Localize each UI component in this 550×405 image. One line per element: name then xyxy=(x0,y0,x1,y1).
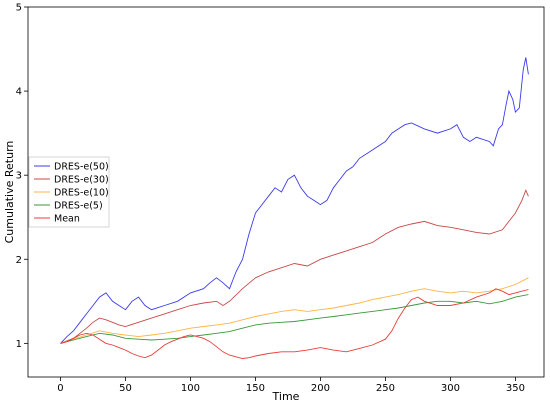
y-tick-label: 1 xyxy=(16,339,22,350)
x-tick-label: 350 xyxy=(506,383,525,394)
y-tick-label: 3 xyxy=(16,171,22,182)
y-tick-label: 5 xyxy=(16,3,22,14)
x-tick-label: 50 xyxy=(119,383,132,394)
x-axis-ticks: 0 50 100 150 200 250 300 350 xyxy=(57,377,525,394)
x-tick-label: 0 xyxy=(57,383,63,394)
y-axis-label: Cumulative Return xyxy=(3,141,16,244)
plot-area: 0 50 100 150 200 250 300 350 1 2 3 4 5 xyxy=(16,3,545,394)
x-tick-label: 200 xyxy=(311,383,330,394)
legend-label: DRES-e(10) xyxy=(54,188,109,199)
legend-label: DRES-e(30) xyxy=(54,175,109,186)
series-line-4 xyxy=(60,288,529,359)
y-axis-ticks: 1 2 3 4 5 xyxy=(16,3,28,350)
x-tick-label: 250 xyxy=(376,383,395,394)
plot-frame xyxy=(27,6,545,378)
series-line-1 xyxy=(60,189,529,344)
x-tick-label: 100 xyxy=(181,383,200,394)
x-tick-label: 150 xyxy=(246,383,265,394)
series-line-2 xyxy=(60,277,529,344)
legend-label: Mean xyxy=(54,214,80,225)
legend-label: DRES-e(5) xyxy=(54,201,103,212)
legend-label: DRES-e(50) xyxy=(54,162,109,173)
y-tick-label: 4 xyxy=(16,87,22,98)
x-tick-label: 300 xyxy=(441,383,460,394)
legend: DRES-e(50) DRES-e(30) DRES-e(10) DRES-e(5) M… xyxy=(28,156,110,228)
series-line-3 xyxy=(60,294,529,344)
x-axis-label: Time xyxy=(272,390,300,403)
y-tick-label: 2 xyxy=(16,255,22,266)
series-lines xyxy=(60,57,529,359)
series-line-0 xyxy=(60,57,529,344)
